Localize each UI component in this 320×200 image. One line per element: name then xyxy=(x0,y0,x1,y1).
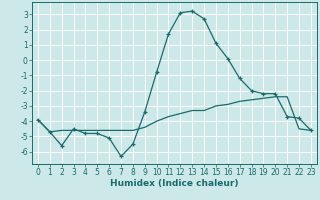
X-axis label: Humidex (Indice chaleur): Humidex (Indice chaleur) xyxy=(110,179,239,188)
